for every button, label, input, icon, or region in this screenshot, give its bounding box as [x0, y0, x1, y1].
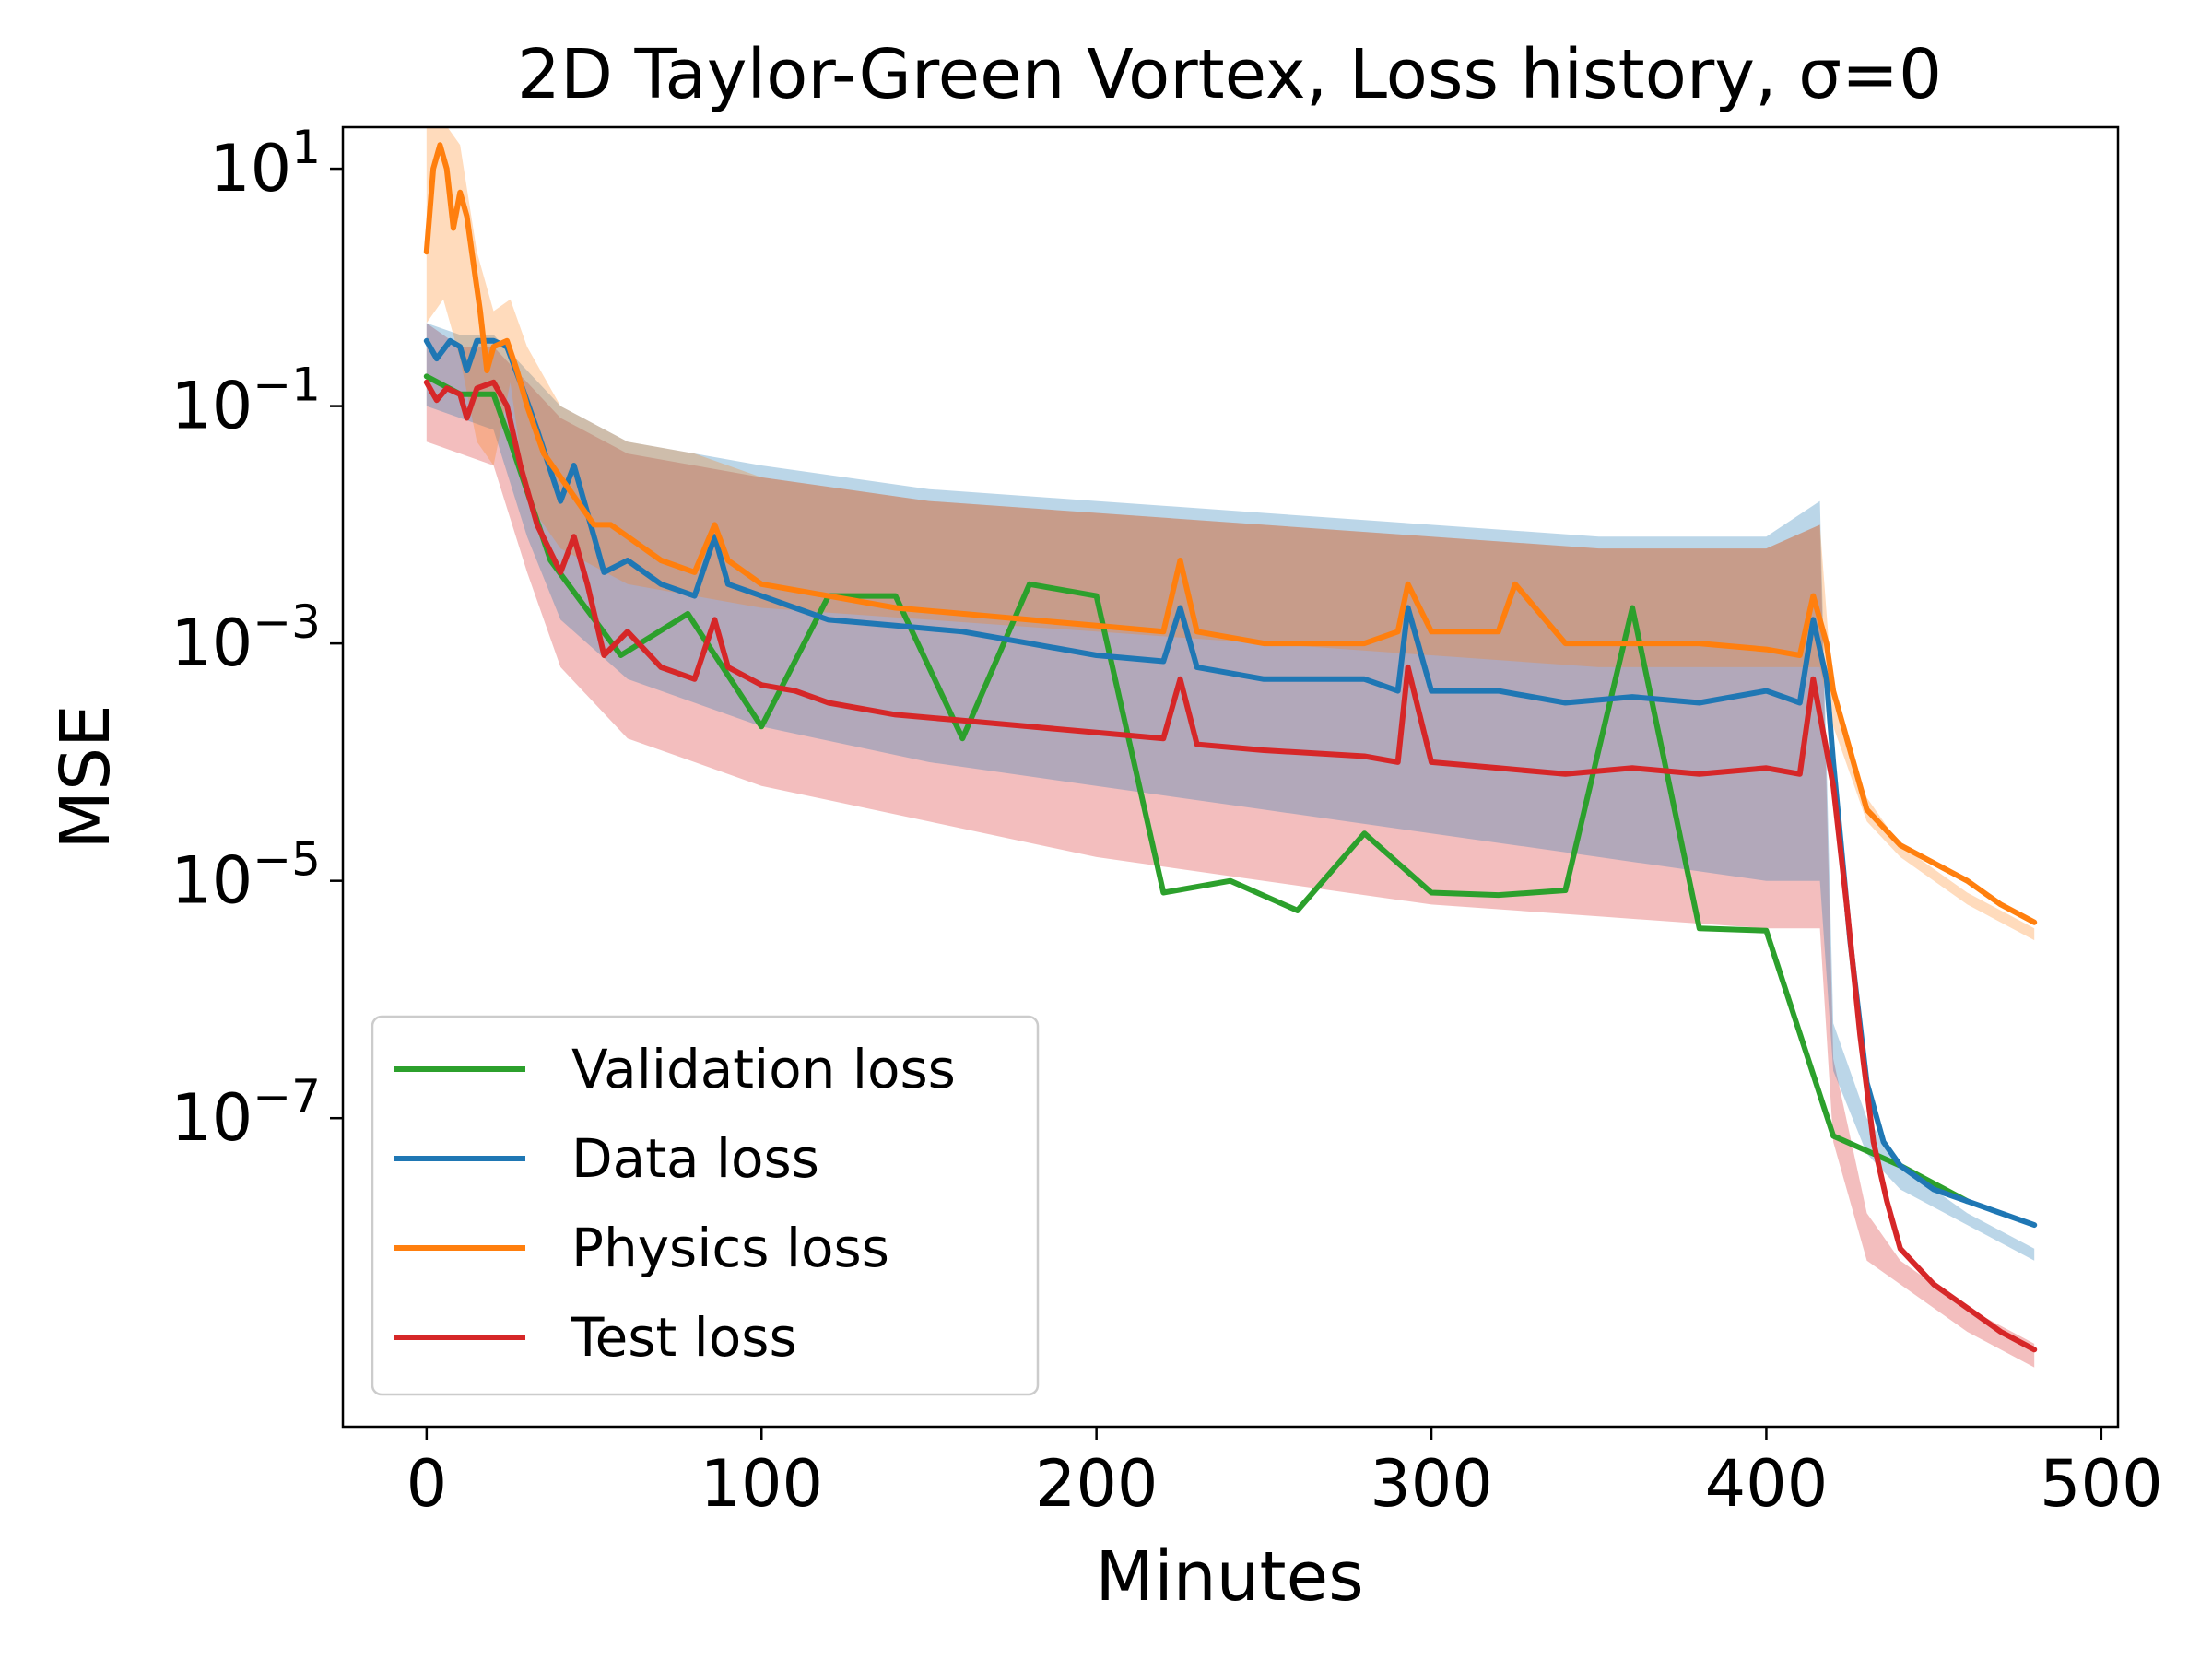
physics-loss-legend-label: Physics loss	[571, 1217, 889, 1279]
x-tick-label: 300	[1370, 1446, 1493, 1522]
test-loss-line	[423, 379, 2038, 1353]
x-tick-label: 100	[700, 1446, 823, 1522]
axes-frame	[341, 125, 2120, 1429]
x-axis-label: Minutes	[1095, 1537, 1363, 1617]
data-loss-range-band	[426, 323, 2035, 1261]
bands-layer	[426, 127, 2035, 1368]
lines-layer	[423, 142, 2038, 1353]
test-loss-range-band	[426, 323, 2035, 1368]
y-tick-label: 10−1	[171, 359, 321, 444]
test-loss-legend-label: Test loss	[571, 1306, 797, 1369]
data-loss-legend-label: Data loss	[571, 1127, 819, 1190]
plot-area: 0 100 200 300 400 500 101 10−1 10−3 10−5 10−7	[171, 121, 2163, 1522]
physics-loss-line	[423, 142, 2038, 925]
legend: Validation loss Data loss Physics loss Test…	[371, 1015, 1040, 1396]
x-tick-label: 400	[1705, 1446, 1829, 1522]
physics-loss-range-band	[426, 127, 2035, 941]
y-tick-label: 10−5	[171, 833, 321, 919]
y-tick-label: 10−3	[171, 595, 321, 681]
y-axis-ticks: 101 10−1 10−3 10−5 10−7	[171, 121, 343, 1156]
y-tick-label: 101	[209, 121, 321, 206]
x-tick-label: 0	[406, 1446, 448, 1522]
y-tick-label: 10−7	[171, 1070, 321, 1156]
y-axis-label: MSE	[46, 704, 125, 850]
validation-loss-line	[423, 373, 1971, 1205]
validation-loss-legend-label: Validation loss	[571, 1038, 956, 1100]
legend-box	[371, 1015, 1040, 1396]
x-axis-ticks: 0 100 200 300 400 500	[406, 1427, 2163, 1522]
x-tick-label: 500	[2040, 1446, 2163, 1522]
x-tick-label: 200	[1035, 1446, 1159, 1522]
chart-title: 2D Taylor-Green Vortex, Loss history, σ=…	[517, 35, 1942, 114]
